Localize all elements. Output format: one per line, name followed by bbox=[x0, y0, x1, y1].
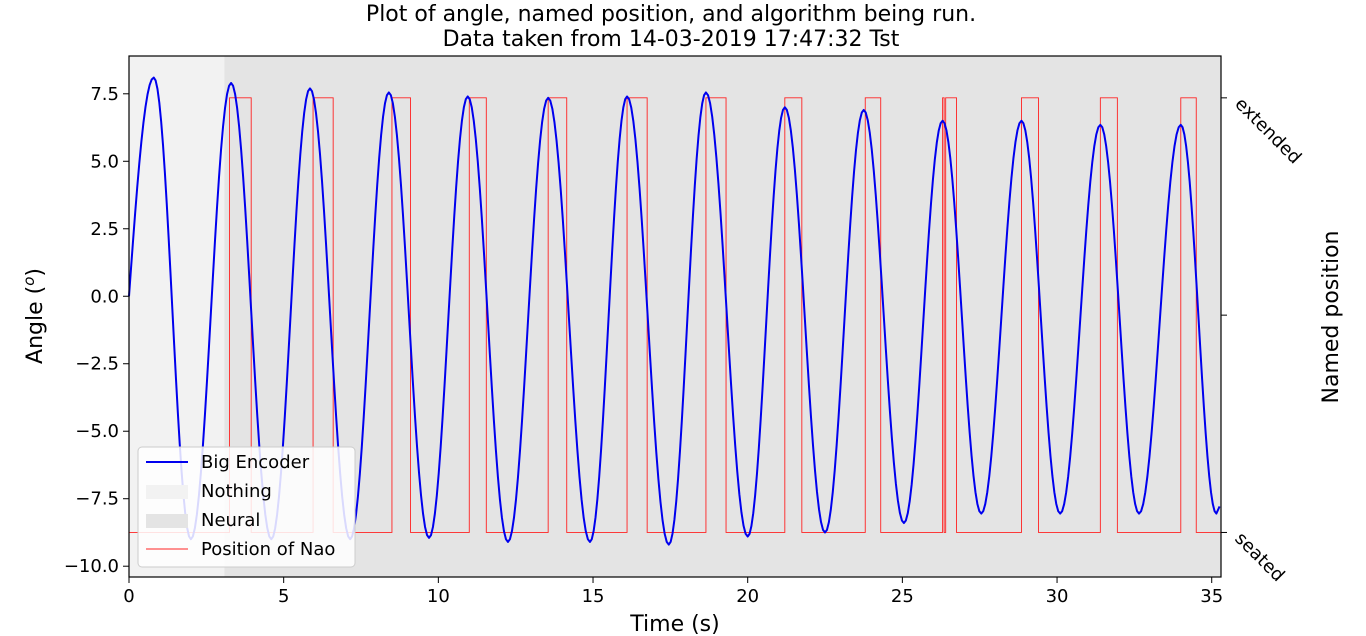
y-axis-label-main: Angle ( bbox=[23, 286, 48, 364]
legend-swatch-nothing bbox=[146, 485, 188, 499]
y-tick-label: −2.5 bbox=[75, 354, 119, 375]
y-axis-label-superscript: o bbox=[20, 277, 38, 286]
x-tick-label: 30 bbox=[1046, 586, 1069, 607]
legend-box bbox=[137, 446, 356, 568]
y2-axis-label: Named position bbox=[1319, 230, 1344, 403]
x-tick-label: 15 bbox=[582, 586, 605, 607]
chart-title-line2: Data taken from 14-03-2019 17:47:32 Tst bbox=[443, 27, 900, 52]
chart-title-line1: Plot of angle, named position, and algor… bbox=[366, 2, 976, 27]
x-tick-label: 35 bbox=[1200, 586, 1223, 607]
series-line-big-encoder bbox=[128, 76, 1221, 546]
legend-label-neural: Neural bbox=[201, 510, 260, 531]
legend-label-nothing: Nothing bbox=[201, 481, 272, 502]
y-axis-label-end: ) bbox=[23, 268, 48, 277]
plot-frame bbox=[128, 55, 1222, 578]
series-lines bbox=[128, 76, 1221, 546]
y2-tick-label-seated: seated bbox=[1230, 528, 1288, 586]
legend-label-position-of-nao: Position of Nao bbox=[201, 539, 335, 560]
y2-tick-label-extended: extended bbox=[1230, 94, 1305, 169]
x-tick-label: 5 bbox=[278, 586, 289, 607]
x-axis-ticks: 0 5 10 15 20 25 30 35 bbox=[123, 577, 1223, 607]
y-tick-label: −7.5 bbox=[75, 489, 119, 510]
y-tick-label: 2.5 bbox=[90, 219, 119, 240]
y-tick-label: 5.0 bbox=[90, 151, 119, 172]
y-axis-label: Angle (o) bbox=[20, 268, 48, 364]
y-tick-label: −10.0 bbox=[64, 556, 119, 577]
series-line-position-of-nao bbox=[129, 97, 1221, 533]
y2-axis-ticks: extended seated bbox=[1221, 94, 1305, 586]
legend: Big Encoder Nothing Neural Position of N… bbox=[137, 446, 356, 568]
x-tick-label: 20 bbox=[736, 586, 759, 607]
x-tick-label: 10 bbox=[427, 586, 450, 607]
y-tick-label: 0.0 bbox=[90, 286, 119, 307]
region-neural bbox=[224, 56, 1222, 577]
y-tick-label: 7.5 bbox=[90, 84, 119, 105]
legend-swatch-neural bbox=[146, 514, 188, 528]
x-tick-label: 0 bbox=[123, 586, 134, 607]
legend-label-big-encoder: Big Encoder bbox=[201, 452, 310, 473]
x-axis-label: Time (s) bbox=[629, 612, 719, 636]
y-tick-label: −5.0 bbox=[75, 421, 119, 442]
y-axis-ticks: 7.5 5.0 2.5 0.0 −2.5 −5.0 −7.5 −10.0 bbox=[64, 84, 129, 577]
x-tick-label: 25 bbox=[891, 586, 914, 607]
